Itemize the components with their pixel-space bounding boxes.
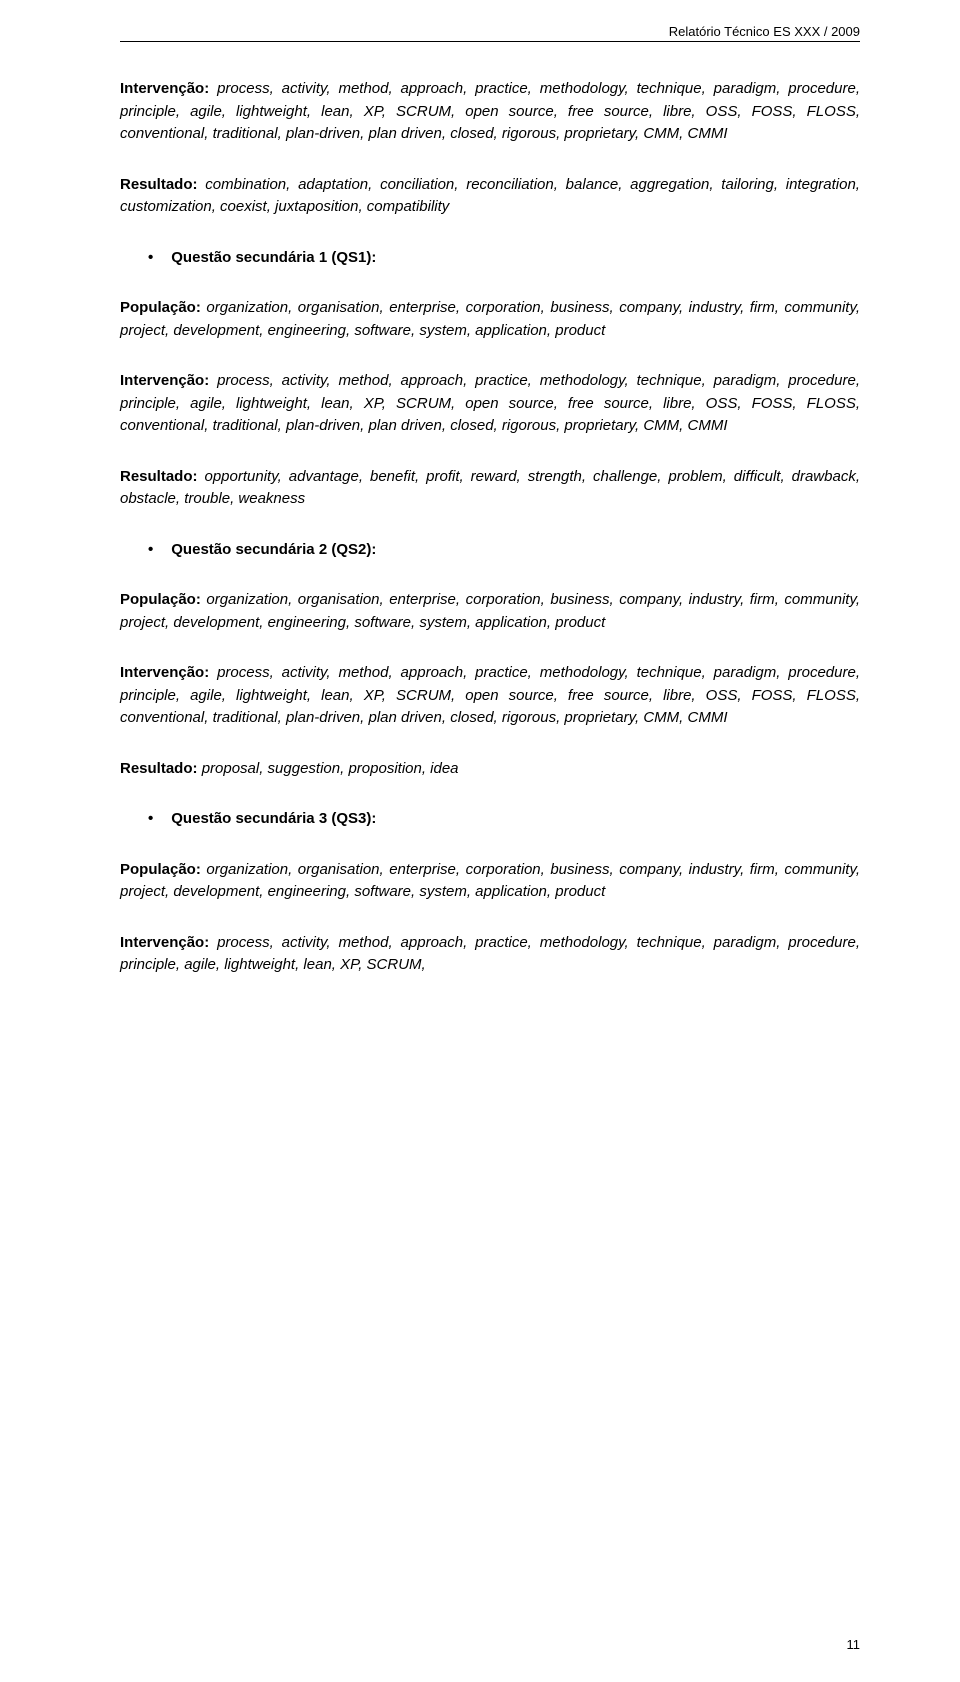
body-text: opportunity, advantage, benefit, profit,…: [120, 468, 860, 508]
label: Resultado:: [120, 760, 202, 777]
bullet-icon: •: [148, 539, 153, 562]
para-qs2-populacao: População: organization, organisation, e…: [120, 589, 860, 634]
header-text: Relatório Técnico ES XXX / 2009: [120, 24, 860, 39]
page-number: 11: [847, 1637, 861, 1652]
label: População:: [120, 591, 206, 608]
label: Intervenção:: [120, 934, 217, 951]
bullet-qs2: • Questão secundária 2 (QS2):: [148, 539, 860, 562]
bullet-text: Questão secundária 2 (QS2):: [171, 539, 376, 562]
body-text: organization, organisation, enterprise, …: [120, 861, 860, 901]
body-text: organization, organisation, enterprise, …: [120, 591, 860, 631]
label: Intervenção:: [120, 664, 217, 681]
label: Intervenção:: [120, 372, 217, 389]
para-qs1-populacao: População: organization, organisation, e…: [120, 297, 860, 342]
body-text: proposal, suggestion, proposition, idea: [202, 760, 459, 777]
bullet-text: Questão secundária 1 (QS1):: [171, 247, 376, 270]
bullet-icon: •: [148, 247, 153, 270]
para-qs1-intervencao: Intervenção: process, activity, method, …: [120, 370, 860, 438]
label: População:: [120, 299, 206, 316]
document-page: Relatório Técnico ES XXX / 2009 Interven…: [0, 0, 960, 977]
para-qs2-resultado: Resultado: proposal, suggestion, proposi…: [120, 758, 860, 781]
para-intervencao-top: Intervenção: process, activity, method, …: [120, 78, 860, 146]
body-text: process, activity, method, approach, pra…: [120, 80, 860, 142]
label: Resultado:: [120, 176, 205, 193]
label: Intervenção:: [120, 80, 217, 97]
bullet-text: Questão secundária 3 (QS3):: [171, 808, 376, 831]
para-qs1-resultado: Resultado: opportunity, advantage, benef…: [120, 466, 860, 511]
bullet-qs3: • Questão secundária 3 (QS3):: [148, 808, 860, 831]
label: População:: [120, 861, 206, 878]
header-rule: [120, 41, 860, 42]
para-resultado-top: Resultado: combination, adaptation, conc…: [120, 174, 860, 219]
bullet-qs1: • Questão secundária 1 (QS1):: [148, 247, 860, 270]
body-text: organization, organisation, enterprise, …: [120, 299, 860, 339]
body-text: process, activity, method, approach, pra…: [120, 934, 860, 974]
label: Resultado:: [120, 468, 205, 485]
body-text: combination, adaptation, conciliation, r…: [120, 176, 860, 216]
para-qs2-intervencao: Intervenção: process, activity, method, …: [120, 662, 860, 730]
body-text: process, activity, method, approach, pra…: [120, 372, 860, 434]
body-text: process, activity, method, approach, pra…: [120, 664, 860, 726]
para-qs3-populacao: População: organization, organisation, e…: [120, 859, 860, 904]
bullet-icon: •: [148, 808, 153, 831]
para-qs3-intervencao: Intervenção: process, activity, method, …: [120, 932, 860, 977]
